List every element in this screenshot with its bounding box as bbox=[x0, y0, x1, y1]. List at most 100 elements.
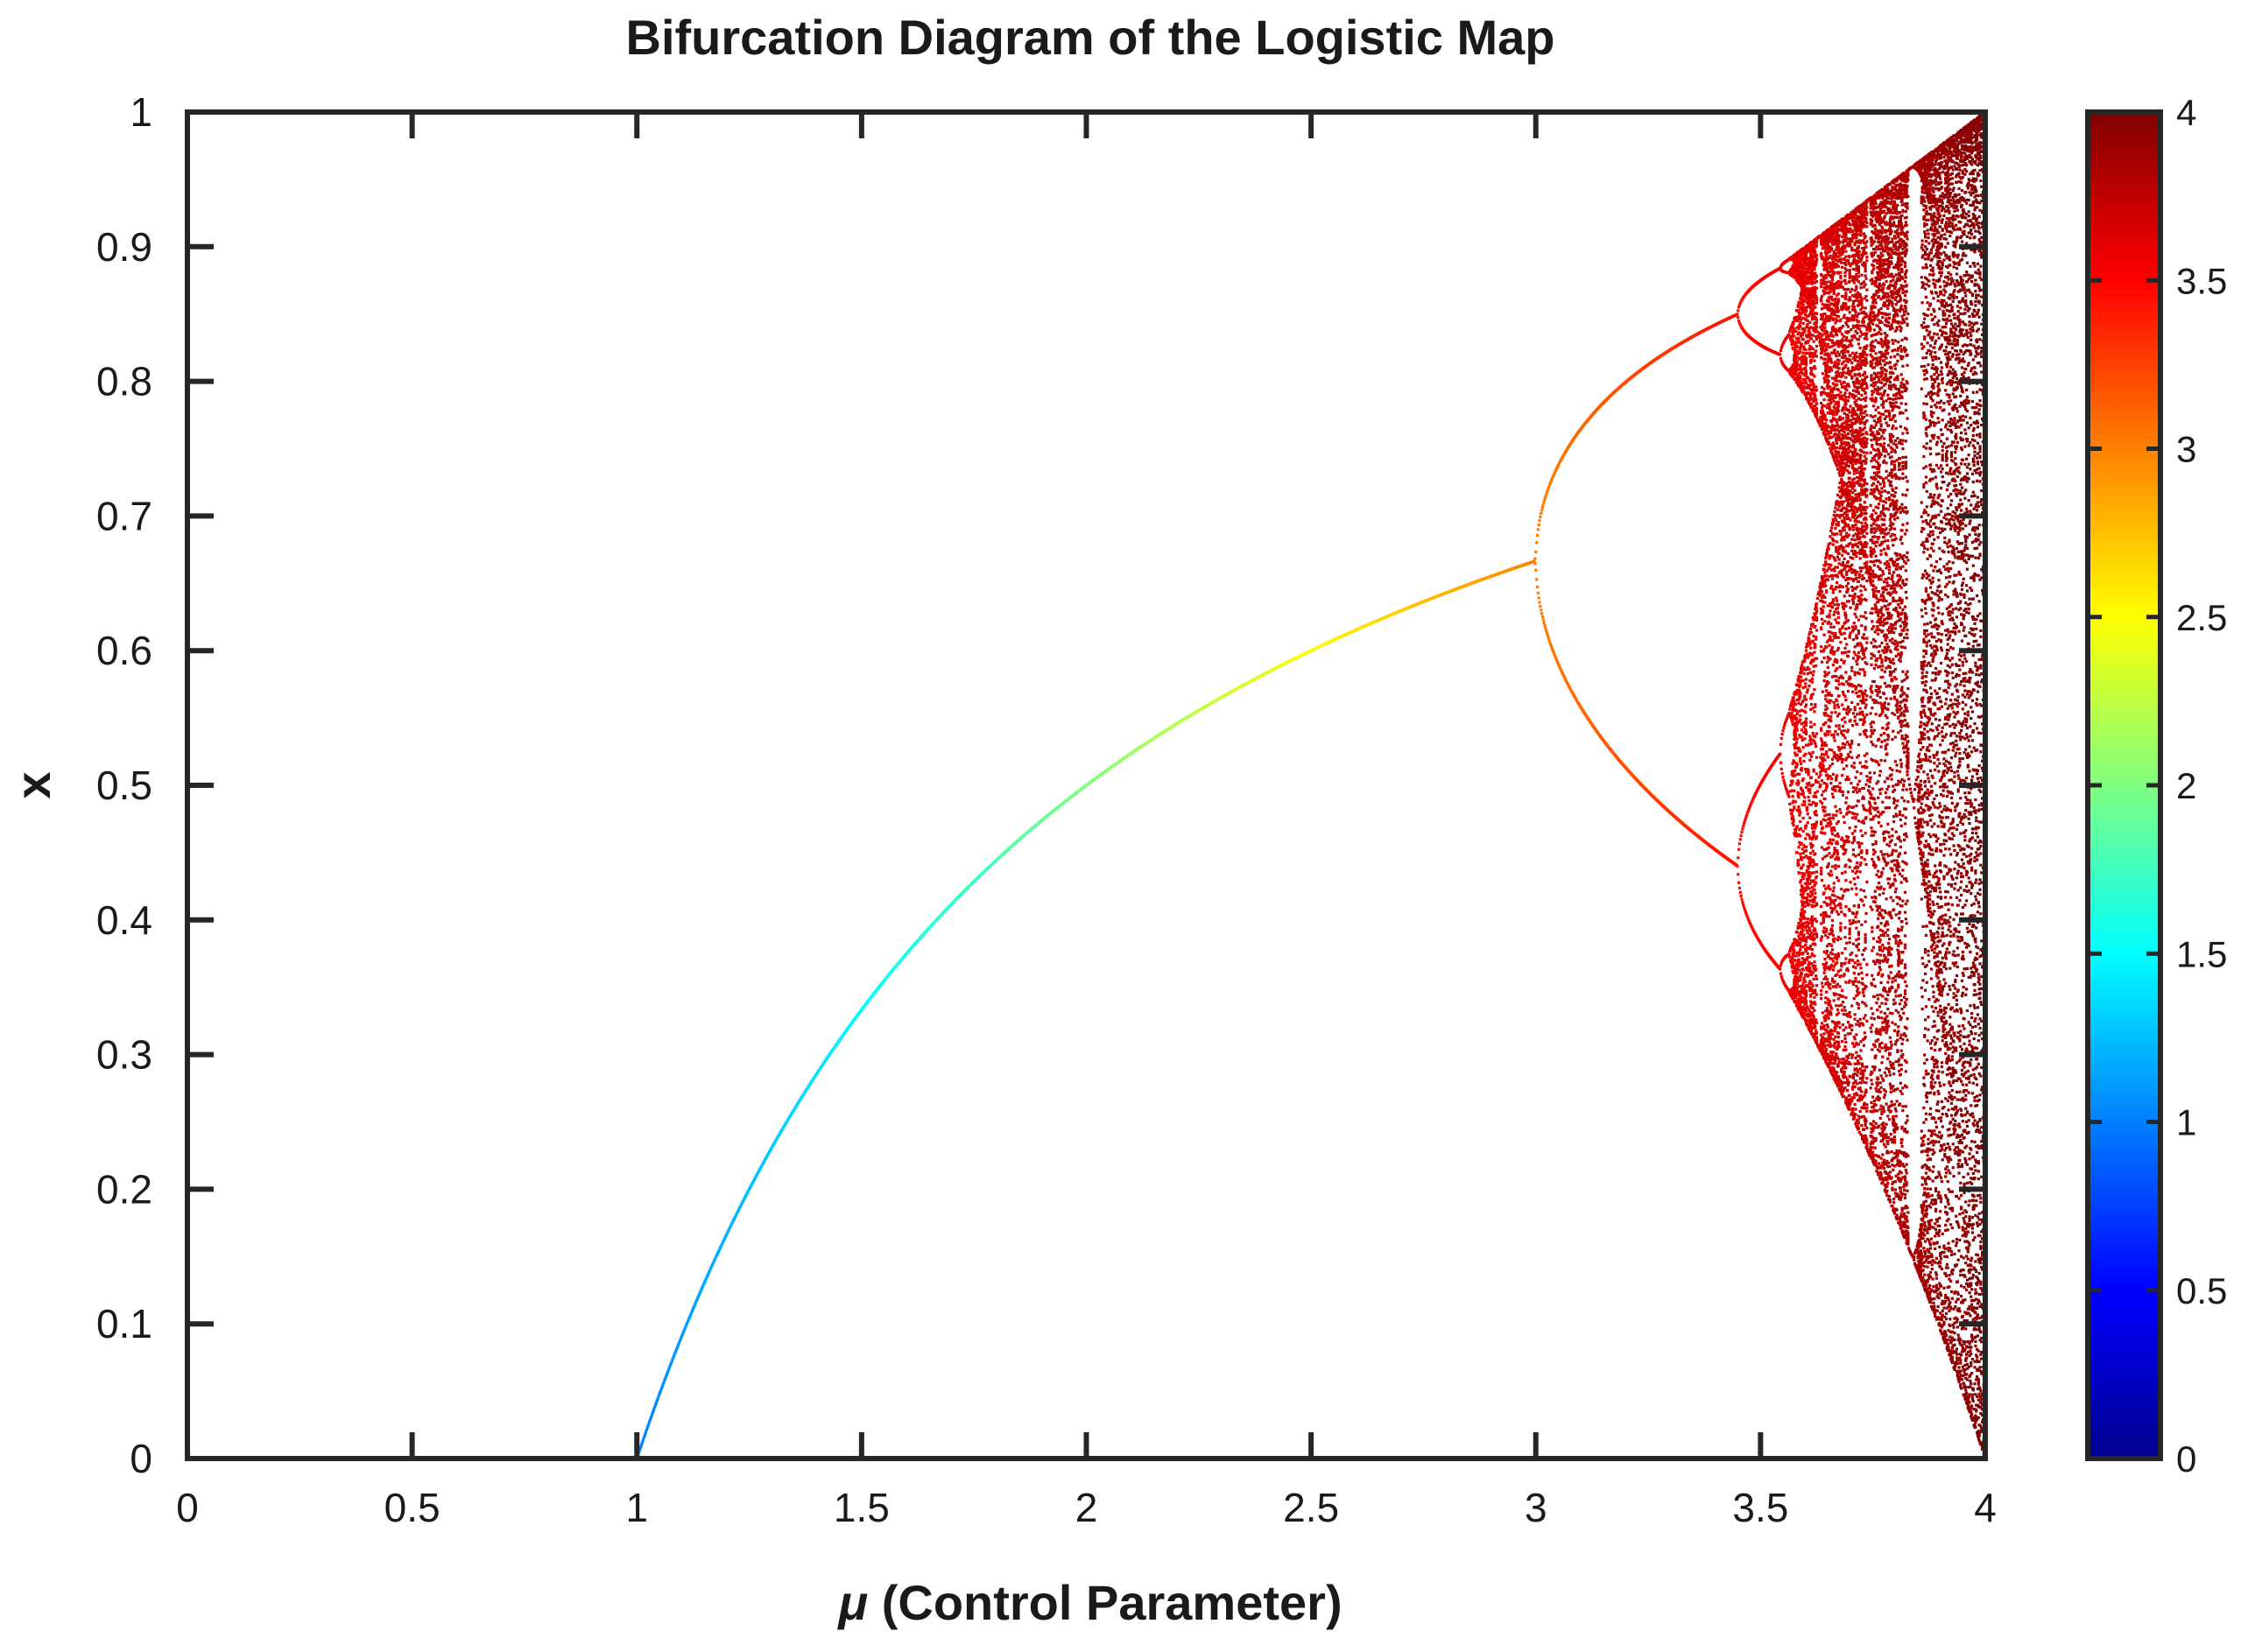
data-point bbox=[641, 1439, 645, 1443]
data-point bbox=[691, 1307, 695, 1311]
data-point bbox=[1555, 658, 1559, 662]
data-point bbox=[1543, 623, 1547, 628]
data-point bbox=[1779, 742, 1783, 746]
data-point bbox=[1557, 664, 1561, 667]
data-point bbox=[1755, 790, 1758, 793]
data-point bbox=[684, 1325, 687, 1329]
data-column bbox=[690, 1311, 694, 1314]
data-point bbox=[1751, 798, 1755, 801]
data-column bbox=[700, 1288, 703, 1291]
data-point bbox=[644, 1431, 648, 1434]
data-column bbox=[666, 1371, 669, 1374]
data-column bbox=[1558, 460, 1561, 669]
data-point bbox=[1737, 873, 1740, 876]
data-point bbox=[1792, 341, 1795, 344]
data-point bbox=[1791, 707, 1794, 712]
data-column bbox=[662, 1381, 666, 1384]
data-point bbox=[738, 1205, 742, 1209]
data-point bbox=[1746, 810, 1750, 814]
data-column bbox=[1738, 301, 1742, 894]
data-point bbox=[1791, 961, 1794, 966]
data-column bbox=[660, 1384, 664, 1388]
data-point bbox=[722, 1237, 726, 1241]
data-point bbox=[1746, 916, 1750, 920]
data-column bbox=[716, 1249, 721, 1254]
data-point bbox=[1779, 964, 1783, 967]
data-point bbox=[1545, 631, 1549, 636]
data-point bbox=[1788, 802, 1792, 806]
data-point bbox=[743, 1195, 747, 1199]
data-point bbox=[1754, 791, 1758, 795]
data-point bbox=[662, 1381, 666, 1384]
data-column bbox=[664, 1376, 667, 1380]
data-column bbox=[639, 1444, 643, 1447]
data-point bbox=[1533, 557, 1537, 560]
data-point bbox=[1787, 953, 1791, 956]
data-column bbox=[680, 1334, 684, 1338]
data-column bbox=[682, 1329, 686, 1332]
data-point bbox=[1790, 720, 1793, 723]
data-column bbox=[718, 1247, 722, 1250]
data-point bbox=[1742, 822, 1746, 826]
data-point bbox=[1738, 323, 1742, 327]
data-point bbox=[1792, 818, 1795, 822]
data-point bbox=[1790, 334, 1793, 339]
data-point bbox=[1750, 924, 1753, 928]
data-column bbox=[696, 1295, 700, 1298]
data-point bbox=[645, 1428, 648, 1431]
data-point bbox=[677, 1342, 680, 1346]
data-column bbox=[747, 1187, 751, 1191]
data-point bbox=[1791, 955, 1794, 959]
data-point bbox=[715, 1253, 719, 1256]
data-point bbox=[716, 1251, 720, 1255]
data-point bbox=[661, 1382, 665, 1386]
data-point bbox=[649, 1416, 653, 1419]
data-column bbox=[652, 1407, 656, 1410]
data-point bbox=[669, 1363, 673, 1367]
data-point bbox=[1747, 918, 1751, 922]
data-point bbox=[727, 1227, 731, 1231]
data-point bbox=[673, 1351, 677, 1355]
data-point bbox=[1540, 608, 1543, 612]
data-point bbox=[1737, 886, 1742, 889]
data-point bbox=[1779, 346, 1783, 349]
data-point bbox=[1543, 497, 1547, 501]
data-point bbox=[1792, 723, 1795, 727]
data-point bbox=[729, 1225, 732, 1228]
data-point bbox=[722, 1241, 725, 1244]
data-point bbox=[713, 1258, 716, 1262]
data-point bbox=[1752, 794, 1757, 798]
data-column bbox=[645, 1428, 648, 1431]
data-point bbox=[657, 1395, 660, 1398]
data-point bbox=[1792, 944, 1795, 947]
data-point bbox=[737, 1206, 742, 1210]
data-point bbox=[711, 1262, 715, 1267]
data-column bbox=[746, 1191, 750, 1194]
data-column bbox=[694, 1302, 697, 1305]
data-point bbox=[645, 1426, 649, 1430]
data-point bbox=[676, 1344, 680, 1347]
data-column bbox=[702, 1281, 706, 1284]
data-column bbox=[743, 1196, 747, 1199]
data-column bbox=[724, 1234, 728, 1238]
data-column bbox=[745, 1192, 749, 1195]
data-column bbox=[663, 1379, 666, 1382]
data-point bbox=[1737, 309, 1740, 313]
data-column bbox=[669, 1363, 673, 1367]
data-column bbox=[717, 1248, 721, 1252]
data-point bbox=[1556, 662, 1561, 665]
data-column bbox=[714, 1256, 717, 1260]
data-point bbox=[1791, 332, 1794, 336]
data-column bbox=[670, 1359, 674, 1362]
data-point bbox=[654, 1402, 658, 1407]
data-column bbox=[690, 1309, 694, 1312]
data-point bbox=[694, 1300, 698, 1304]
data-column bbox=[1737, 306, 1741, 884]
data-column bbox=[654, 1402, 658, 1407]
data-point bbox=[1740, 897, 1744, 901]
data-point bbox=[1550, 645, 1554, 649]
data-point bbox=[1747, 808, 1751, 812]
data-point bbox=[1792, 824, 1795, 827]
